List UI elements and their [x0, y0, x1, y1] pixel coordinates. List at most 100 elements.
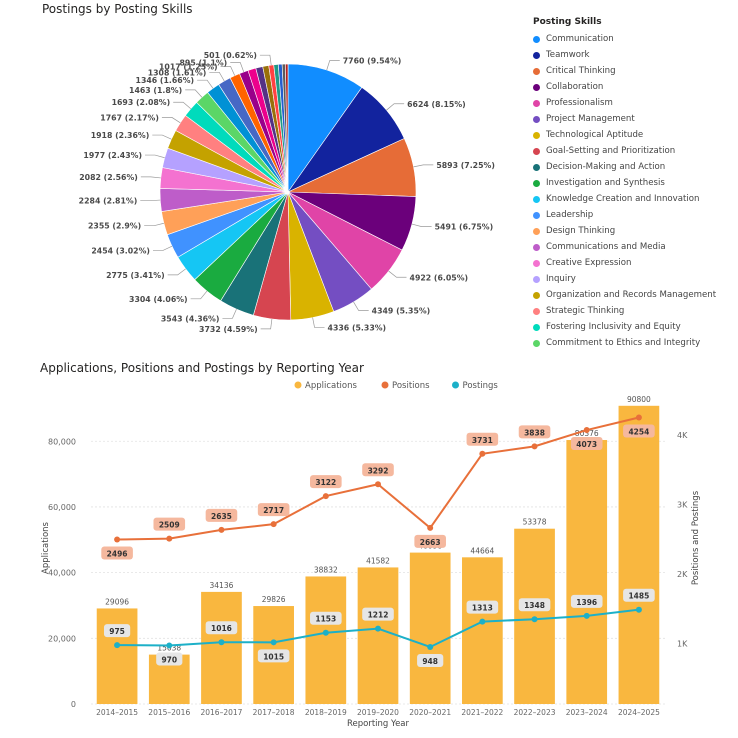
- positions-point[interactable]: [635, 414, 642, 421]
- legend-item[interactable]: Communication: [533, 31, 716, 47]
- positions-data-label: 4073: [570, 437, 603, 451]
- positions-data-label-bg: [623, 424, 655, 438]
- postings-data-label-bg: [518, 598, 551, 612]
- y-tick-label: 80,000: [48, 437, 76, 446]
- legend-swatch: [533, 243, 540, 251]
- positions-point[interactable]: [166, 535, 173, 542]
- y2-axis-title: Positions and Postings: [691, 490, 701, 585]
- postings-data-label: 1396: [570, 594, 603, 608]
- pie-slice[interactable]: [287, 63, 363, 193]
- positions-data-label-text: 4254: [628, 427, 649, 436]
- postings-data-label: 1485: [623, 588, 655, 602]
- pie-chart[interactable]: 7760 (9.54%) 6624 (8.15%) 5893 (7.25%) 5491…: [0, 20, 530, 350]
- postings-point[interactable]: [218, 639, 225, 646]
- positions-line: [117, 416, 640, 541]
- positions-point[interactable]: [531, 443, 538, 450]
- pie-slice[interactable]: [285, 63, 289, 193]
- legend-swatch: [294, 381, 302, 389]
- pie-data-label: 2082 (2.56%): [79, 173, 138, 182]
- legend-item[interactable]: Critical Thinking: [533, 63, 716, 79]
- postings-point[interactable]: [479, 618, 486, 625]
- pie-data-label: 1308 (1.61%): [148, 68, 207, 77]
- legend-label[interactable]: Positions: [392, 381, 430, 391]
- pie-data-label: 3543 (4.36%): [161, 314, 220, 323]
- y2-tick-label: 2K: [677, 570, 688, 579]
- bar-applications[interactable]: [357, 567, 399, 704]
- postings-point[interactable]: [375, 625, 381, 632]
- pie-leader-line: [388, 270, 407, 278]
- postings-point[interactable]: [635, 606, 642, 613]
- postings-point[interactable]: [531, 616, 538, 623]
- legend-label[interactable]: Postings: [463, 381, 499, 391]
- positions-point[interactable]: [583, 427, 590, 434]
- postings-data-label-bg: [103, 624, 131, 638]
- pie-data-label: 1463 (1.8%): [129, 86, 182, 95]
- bar-applications[interactable]: [566, 440, 608, 704]
- bar-applications[interactable]: [96, 608, 138, 704]
- legend-item[interactable]: Leadership: [533, 207, 716, 223]
- bar-applications[interactable]: [462, 557, 503, 704]
- positions-point[interactable]: [270, 521, 277, 528]
- legend-item[interactable]: Communications and Media: [533, 239, 716, 255]
- legend-item[interactable]: Collaboration: [533, 79, 716, 95]
- pie-leader-line: [411, 223, 432, 227]
- positions-data-label: 2717: [257, 503, 290, 517]
- positions-data-label-text: 3731: [472, 436, 493, 445]
- legend-item[interactable]: Design Thinking: [533, 223, 716, 239]
- positions-data-label-bg: [466, 432, 499, 446]
- positions-data-label-bg: [153, 517, 186, 531]
- legend-item[interactable]: Commitment to Ethics and Integrity: [533, 335, 716, 351]
- pie-leader-line: [173, 101, 192, 110]
- legend-swatch: [381, 381, 389, 389]
- legend-item[interactable]: Creative Expression: [533, 255, 716, 271]
- legend-item[interactable]: Decision-Making and Action: [533, 159, 716, 175]
- bar-applications[interactable]: [409, 552, 451, 704]
- legend-item[interactable]: Knowledge Creation and Innovation: [533, 191, 716, 207]
- legend-item[interactable]: Fostering Inclusivity and Equity: [533, 319, 716, 335]
- positions-data-label-text: 2717: [263, 506, 284, 515]
- pie-data-label: 2775 (3.41%): [106, 271, 165, 280]
- legend-item[interactable]: Goal-Setting and Prioritization: [533, 143, 716, 159]
- bar-applications[interactable]: [618, 405, 660, 704]
- legend-swatch: [452, 381, 459, 389]
- legend-label: Strategic Thinking: [546, 306, 625, 316]
- pie-leader-line: [209, 71, 225, 82]
- postings-point[interactable]: [114, 642, 121, 649]
- legend-swatch: [533, 227, 540, 235]
- positions-point[interactable]: [114, 536, 121, 543]
- pie-leader-line: [222, 309, 237, 319]
- positions-point[interactable]: [322, 493, 329, 500]
- pie-leader-line: [152, 245, 173, 251]
- legend-label: Communications and Media: [546, 242, 666, 252]
- postings-point[interactable]: [322, 629, 329, 636]
- postings-point[interactable]: [270, 639, 277, 646]
- legend-item[interactable]: Investigation and Synthesis: [533, 175, 716, 191]
- positions-data-label-bg: [257, 503, 290, 517]
- bar-data-label: 80376: [575, 429, 599, 438]
- bar-applications[interactable]: [201, 591, 242, 704]
- y2-tick-label: 1K: [677, 639, 688, 648]
- legend-item[interactable]: Teamwork: [533, 47, 716, 63]
- positions-point[interactable]: [427, 524, 434, 531]
- legend-item[interactable]: Technological Aptitude: [533, 127, 716, 143]
- positions-data-label-bg: [205, 508, 238, 522]
- positions-point[interactable]: [375, 481, 381, 488]
- x-tick-label: 2015–2016: [148, 708, 190, 717]
- legend-item[interactable]: Professionalism: [533, 95, 716, 111]
- pie-leader-line: [167, 268, 186, 276]
- positions-point[interactable]: [479, 450, 486, 457]
- legend-item[interactable]: Organization and Records Management: [533, 287, 716, 303]
- postings-data-label-text: 1396: [576, 598, 597, 607]
- postings-data-label-bg: [570, 594, 603, 608]
- positions-point[interactable]: [218, 526, 225, 533]
- postings-point[interactable]: [166, 642, 173, 649]
- postings-point[interactable]: [427, 643, 434, 650]
- legend-label[interactable]: Applications: [305, 381, 357, 391]
- bar-applications[interactable]: [305, 576, 347, 704]
- legend-label: Organization and Records Management: [546, 290, 717, 300]
- legend-item[interactable]: Project Management: [533, 111, 716, 127]
- legend-item[interactable]: Strategic Thinking: [533, 303, 716, 319]
- legend-item[interactable]: Inquiry: [533, 271, 716, 287]
- postings-point[interactable]: [583, 612, 590, 619]
- combo-chart[interactable]: Applications Positions Postings 0 20,000 40,0…: [0, 376, 738, 738]
